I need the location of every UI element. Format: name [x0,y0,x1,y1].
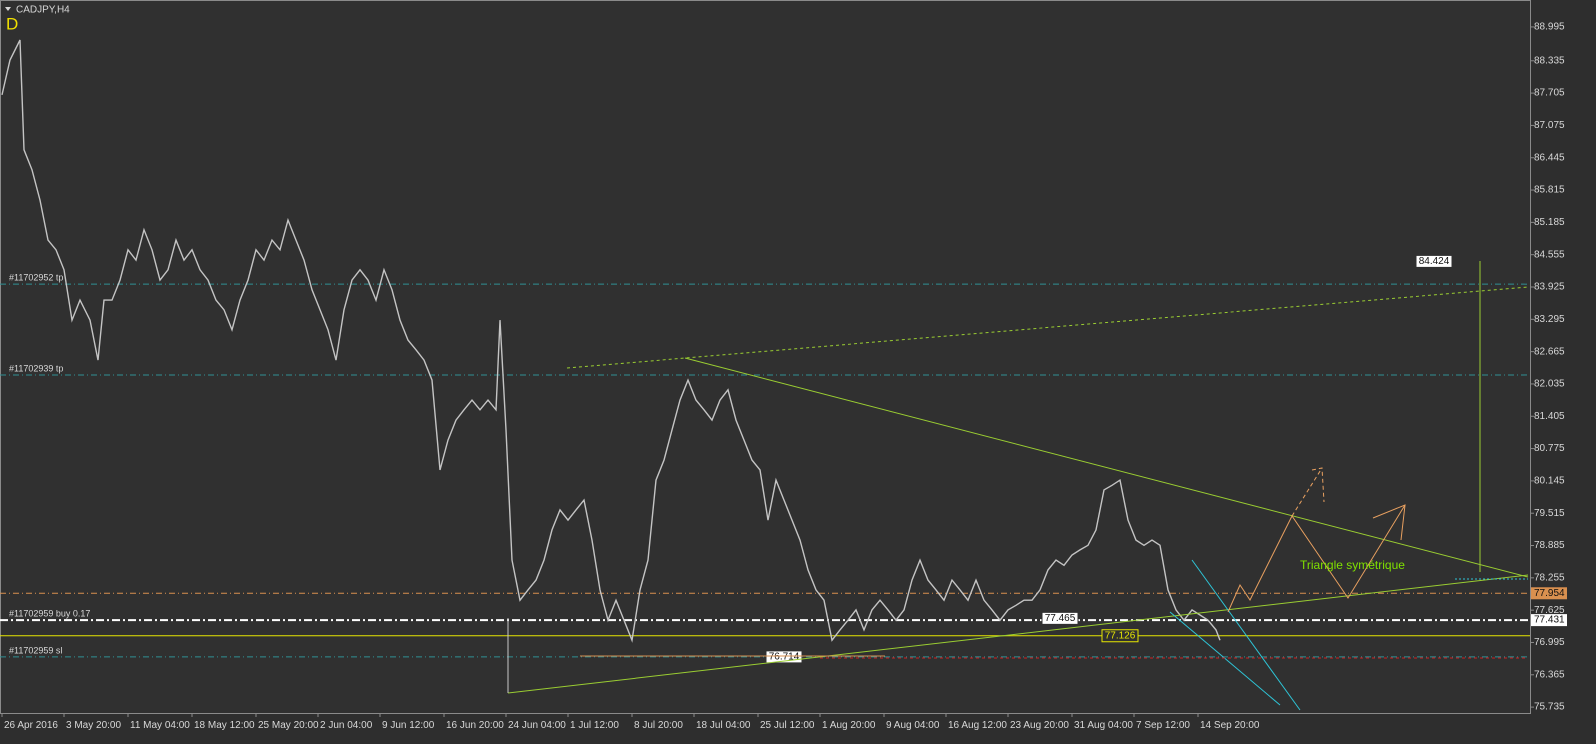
annotation: Triangle symétrique [1300,558,1405,572]
x-tick-label: 25 May 20:00 [258,720,319,731]
y-tick-label: 87.075 [1534,120,1565,131]
y-tick-label: 85.815 [1534,185,1565,196]
trend-line [684,357,1529,578]
y-tick-label: 88.335 [1534,55,1565,66]
x-tick-label: 3 May 20:00 [66,720,121,731]
price-box [1415,254,1453,268]
y-tick-label: 82.665 [1534,346,1565,357]
price-box [1101,629,1139,643]
cyan-line [1191,559,1301,711]
level-label: #11702939 tp [9,363,63,373]
x-tick-label: 31 Aug 04:00 [1074,720,1133,731]
x-tick-label: 18 Jul 04:00 [696,720,751,731]
price-box-label: 77.126 [1105,630,1136,641]
plot-frame [0,0,1531,714]
x-tick-label: 23 Aug 20:00 [1010,720,1069,731]
y-tick-label: 85.185 [1534,217,1565,228]
x-tick-label: 1 Aug 20:00 [822,720,876,731]
x-tick-label: 16 Jun 20:00 [446,720,504,731]
price-box-label: 77.465 [1045,613,1076,624]
price-box-label: 84.424 [1419,256,1450,267]
badge: D [6,14,18,33]
x-tick-label: 7 Sep 12:00 [1136,720,1190,731]
y-tick-label: 83.295 [1534,314,1565,325]
x-tick-label: 18 May 12:00 [194,720,255,731]
x-tick-label: 9 Jun 12:00 [382,720,435,731]
x-tick-label: 9 Aug 04:00 [886,720,940,731]
projection [1291,467,1323,517]
x-tick-label: 11 May 04:00 [130,720,190,731]
axis-price-box [1531,614,1567,627]
price-box-label: 76.714 [769,652,800,663]
axis-price-label: 77.431 [1534,615,1565,626]
y-tick-label: 84.555 [1534,249,1565,260]
y-tick-label: 80.145 [1534,476,1565,487]
y-tick-label: 88.995 [1534,22,1565,33]
level-label: #11702959 sl [9,645,62,655]
plot: #11702952 tp #11702939 tp #11702959 buy 0.… [0,39,1530,664]
y-tick-label: 86.445 [1534,152,1565,163]
level-label: #11702959 buy 0.17 [9,608,90,618]
axis-price-label: 77.954 [1534,588,1565,599]
x-tick-label: 25 Jul 12:00 [760,720,815,731]
menu-icon [5,7,11,11]
y-tick-label: 87.705 [1534,88,1565,99]
y-tick-label: 77.625 [1534,605,1565,616]
axis-price-box [1531,587,1567,600]
arrow-head [1311,467,1325,503]
y-tick-label: 82.035 [1534,379,1565,390]
price-box [1041,611,1079,625]
y-tick-label: 75.735 [1534,702,1565,713]
channel-line [566,286,1529,369]
level-label: #11702952 tp [9,273,63,283]
y-tick-label: 76.365 [1534,669,1565,680]
y-tick-label: 78.885 [1534,540,1565,551]
trend-line [507,574,1529,694]
projection [1227,504,1406,613]
x-tick-label: 14 Sep 20:00 [1200,720,1260,731]
y-tick-label: 83.925 [1534,282,1565,293]
x-tick-label: 8 Jul 20:00 [634,720,683,731]
arrow-head [1372,504,1406,541]
chart-title: CADJPY,H4 [16,5,70,16]
y-tick-label: 80.775 [1534,443,1565,454]
y-tick-label: 79.515 [1534,508,1565,519]
price-line [1,39,1221,643]
x-tick-label: 24 Jun 04:00 [508,720,566,731]
x-tick-label: 26 Apr 2016 [4,720,58,731]
x-tick-label: 16 Aug 12:00 [948,720,1007,731]
y-tick-label: 78.255 [1534,572,1565,583]
x-tick-label: 2 Jun 04:00 [320,720,373,731]
drawings [507,261,1529,711]
y-tick-label: 76.995 [1534,637,1565,648]
x-tick-label: 1 Jul 12:00 [570,720,619,731]
y-tick-label: 81.405 [1534,411,1565,422]
